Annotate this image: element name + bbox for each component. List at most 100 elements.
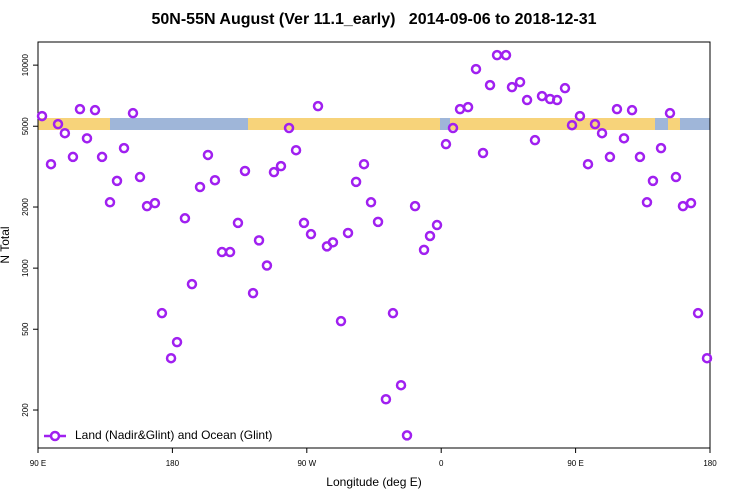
y-tick-label: 500 — [21, 322, 30, 336]
point — [670, 171, 682, 183]
point — [692, 307, 704, 319]
point — [216, 246, 228, 258]
y-tick-label: 1000 — [21, 259, 30, 277]
point — [298, 217, 310, 229]
point — [701, 352, 713, 364]
x-tick-label: 90 W — [297, 459, 316, 468]
plot-frame — [37, 41, 711, 449]
x-axis-label: Longitude (deg E) — [326, 475, 421, 489]
point — [626, 104, 638, 116]
chart-title: 50N-55N August (Ver 11.1_early) 2014-09-… — [152, 11, 597, 28]
point — [431, 219, 443, 231]
y-tick-label: 2000 — [21, 198, 30, 216]
point — [566, 119, 578, 131]
point — [500, 49, 512, 61]
point — [477, 147, 489, 159]
point — [149, 197, 161, 209]
point — [358, 158, 370, 170]
point — [365, 197, 377, 208]
point — [529, 134, 541, 146]
point — [232, 217, 244, 229]
point — [186, 278, 198, 290]
point — [202, 149, 214, 161]
point — [268, 166, 280, 178]
point — [111, 175, 123, 187]
point — [424, 230, 436, 242]
point — [664, 107, 676, 119]
point — [312, 100, 324, 112]
series — [36, 49, 713, 441]
point — [290, 144, 302, 156]
point — [156, 307, 168, 319]
point — [409, 200, 421, 212]
point — [440, 138, 452, 150]
point — [165, 352, 177, 364]
y-tick-label: 10000 — [21, 53, 30, 76]
point — [36, 110, 48, 122]
point — [574, 110, 586, 122]
point — [536, 90, 548, 102]
point — [447, 122, 459, 134]
point — [74, 103, 86, 115]
point — [506, 81, 518, 93]
point — [551, 94, 563, 106]
y-tick-label: 5000 — [21, 117, 30, 135]
point — [387, 307, 399, 319]
point — [470, 63, 482, 75]
point — [611, 103, 623, 115]
point — [194, 181, 206, 193]
x-tick-label: 180 — [166, 459, 180, 468]
legend-marker — [49, 430, 61, 442]
point — [582, 158, 594, 170]
point — [521, 94, 533, 106]
point — [127, 107, 139, 119]
point — [261, 260, 273, 271]
land-strip — [668, 118, 680, 130]
point — [59, 127, 71, 139]
x-tick-label: 90 E — [567, 459, 583, 468]
point — [171, 336, 183, 348]
point — [89, 104, 101, 116]
land-strip — [450, 118, 655, 130]
point — [395, 379, 407, 391]
point — [118, 142, 130, 154]
point — [209, 174, 221, 186]
point — [514, 76, 526, 88]
point — [45, 158, 57, 170]
legend-label: Land (Nadir&Glint) and Ocean (Glint) — [75, 428, 272, 442]
point — [589, 118, 601, 130]
point — [81, 133, 93, 144]
point — [52, 118, 64, 130]
point — [401, 430, 413, 441]
point — [491, 49, 503, 61]
land-strip — [248, 118, 440, 130]
point — [647, 175, 659, 187]
point — [559, 82, 571, 94]
land-ocean-band — [38, 118, 710, 130]
point — [350, 176, 362, 188]
point — [380, 393, 392, 405]
x-tick-label: 180 — [703, 459, 717, 468]
point — [104, 197, 116, 208]
point — [596, 127, 608, 139]
point — [484, 79, 496, 91]
point — [454, 103, 466, 115]
y-tick-label: 200 — [21, 403, 30, 417]
point — [641, 197, 653, 208]
point — [418, 244, 430, 256]
point — [179, 213, 191, 224]
point — [96, 151, 108, 163]
point — [372, 216, 384, 228]
point — [618, 133, 630, 144]
point — [677, 200, 689, 212]
point — [253, 235, 265, 246]
land-strip — [38, 118, 110, 130]
point — [327, 237, 339, 248]
point — [462, 101, 474, 113]
point — [239, 165, 251, 177]
point — [283, 122, 295, 134]
point — [67, 151, 79, 163]
point — [655, 142, 667, 154]
x-tick-label: 0 — [439, 459, 444, 468]
point — [275, 160, 287, 172]
